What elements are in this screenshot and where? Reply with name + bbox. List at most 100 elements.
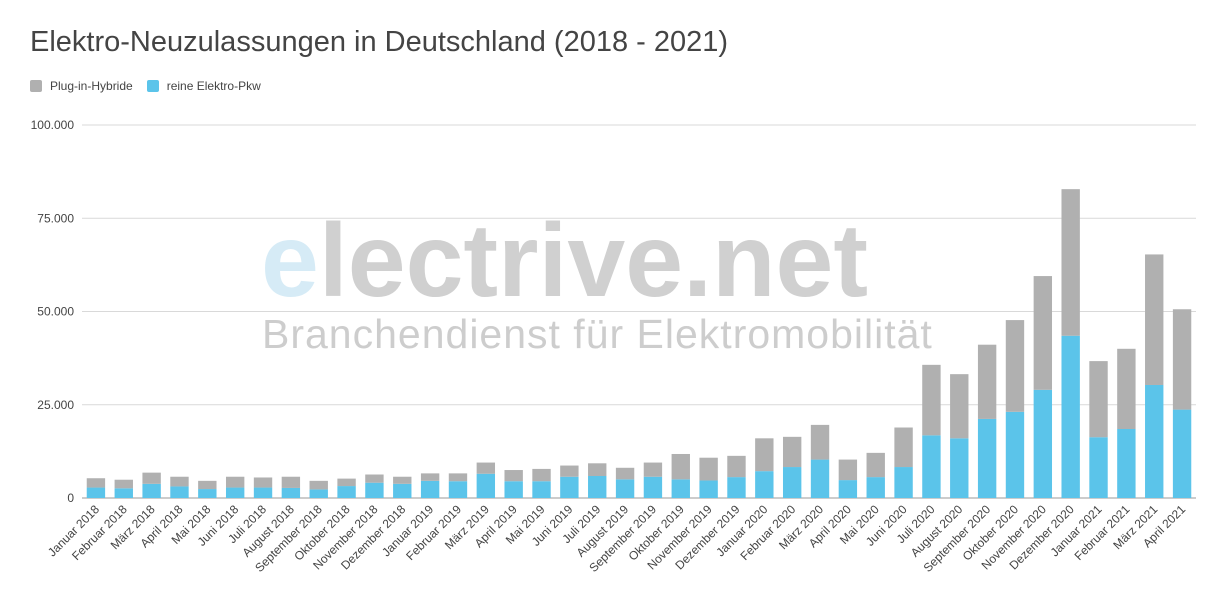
bar-bev[interactable] [810,459,830,498]
bar-phev[interactable] [476,462,496,474]
bar-phev[interactable] [1117,348,1136,429]
legend-item-bev[interactable]: reine Elektro-Pkw [146,79,261,93]
bar-bev[interactable] [114,488,133,498]
bar-bev[interactable] [365,482,384,498]
bar-bev[interactable] [1172,409,1192,498]
bar-phev[interactable] [142,472,161,484]
legend-item-phev[interactable]: Plug-in-Hybride [30,79,133,93]
bar-bev[interactable] [977,418,997,498]
bar-bev[interactable] [476,473,496,498]
chart-title: Elektro-Neuzulassungen in Deutschland (2… [30,26,729,58]
bar-phev[interactable] [1089,361,1108,438]
bar-phev[interactable] [198,480,217,490]
bar-bev[interactable] [671,479,690,498]
bar-bev[interactable] [170,486,189,498]
bar-phev[interactable] [1061,189,1080,336]
bar-phev[interactable] [615,467,635,480]
bar-bev[interactable] [560,476,579,498]
bar-bev[interactable] [198,489,217,498]
bar-phev[interactable] [671,453,690,480]
bar-bev[interactable] [782,467,802,498]
y-tick-label: 100.000 [31,118,75,132]
bar-bev[interactable] [420,480,440,498]
bar-phev[interactable] [86,478,106,488]
legend-swatch-bev [146,80,159,92]
bar-bev[interactable] [922,435,941,498]
bar-phev[interactable] [253,477,273,488]
y-tick-label: 75.000 [37,211,74,225]
bar-phev[interactable] [950,374,969,439]
y-tick-label: 50.000 [37,305,74,319]
bar-phev[interactable] [448,473,468,482]
bar-bev[interactable] [1089,437,1108,498]
bar-phev[interactable] [866,452,885,478]
bar-bev[interactable] [950,438,969,498]
bar-bev[interactable] [1033,389,1053,498]
bar-phev[interactable] [532,468,551,482]
bar-bev[interactable] [504,481,523,498]
bar-bev[interactable] [1145,384,1164,498]
bar-phev[interactable] [1005,320,1025,412]
bar-bev[interactable] [448,481,468,498]
bar-bev[interactable] [699,480,718,498]
bar-bev[interactable] [337,486,356,498]
bar-phev[interactable] [114,479,133,489]
bar-phev[interactable] [727,455,746,478]
watermark-tagline: Branchendienst für Elektromobilität [262,311,933,357]
legend: Plug-in-Hybride reine Elektro-Pkw [30,79,275,93]
legend-swatch-phev [30,80,42,92]
bar-phev[interactable] [588,463,607,476]
bar-phev[interactable] [922,364,941,436]
bar-bev[interactable] [225,487,245,498]
bar-phev[interactable] [393,476,412,484]
bar-phev[interactable] [1145,254,1164,385]
bar-phev[interactable] [643,462,663,477]
bar-phev[interactable] [225,476,245,488]
bar-phev[interactable] [337,478,356,487]
bar-bev[interactable] [309,489,328,498]
bar-phev[interactable] [755,438,774,472]
bar-bev[interactable] [838,480,858,498]
bar-bev[interactable] [755,471,774,498]
bar-phev[interactable] [894,427,913,468]
bar-bev[interactable] [643,476,663,498]
bar-bev[interactable] [866,477,885,498]
bar-phev[interactable] [810,424,830,460]
bar-bev[interactable] [894,467,913,498]
bar-phev[interactable] [1033,276,1053,390]
bar-bev[interactable] [281,487,301,498]
bar-phev[interactable] [1172,309,1192,410]
bar-bev[interactable] [393,483,412,498]
bar-bev[interactable] [615,479,635,498]
bar-bev[interactable] [1005,411,1025,498]
bar-phev[interactable] [977,344,997,419]
bar-phev[interactable] [699,457,718,481]
bar-bev[interactable] [727,477,746,498]
bar-phev[interactable] [365,474,384,483]
bar-phev[interactable] [309,480,328,490]
bars [86,189,1192,498]
bar-bev[interactable] [253,487,273,498]
bar-bev[interactable] [1061,335,1080,498]
bar-phev[interactable] [504,470,523,482]
bar-bev[interactable] [588,475,607,498]
y-tick-label: 25.000 [37,398,74,412]
bar-phev[interactable] [281,476,301,488]
watermark-brand: electrive.net [261,203,868,319]
y-tick-label: 0 [67,491,74,505]
bar-bev[interactable] [86,487,106,498]
bar-phev[interactable] [782,436,802,468]
bar-bev[interactable] [532,481,551,498]
bar-phev[interactable] [420,473,440,481]
y-axis-ticks: 0 25.000 50.000 75.000 100.000 [31,118,75,505]
bar-phev[interactable] [838,459,858,481]
watermark-logo: electrive.net Branchendienst für Elektro… [261,203,933,357]
bar-bev[interactable] [1117,428,1136,498]
legend-label-bev: reine Elektro-Pkw [166,79,261,93]
legend-label-phev: Plug-in-Hybride [50,79,133,93]
bar-bev[interactable] [142,483,161,498]
bar-phev[interactable] [170,476,189,487]
bar-phev[interactable] [560,465,579,477]
